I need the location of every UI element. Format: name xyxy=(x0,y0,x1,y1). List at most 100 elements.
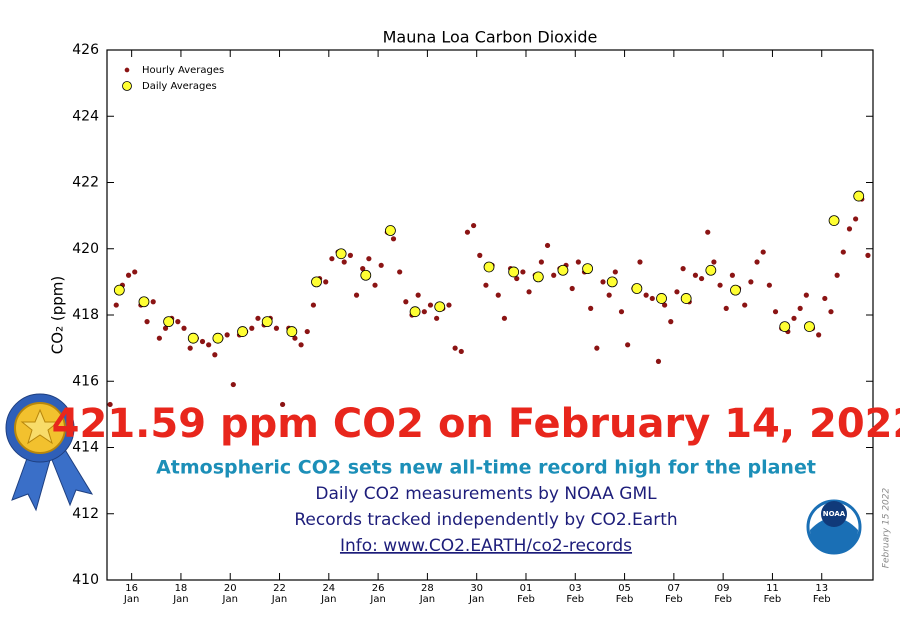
hourly-point xyxy=(791,315,797,321)
hourly-point xyxy=(397,269,403,275)
daily-point xyxy=(187,332,199,344)
hourly-point xyxy=(199,338,206,345)
hourly-point xyxy=(360,266,366,272)
hourly-point xyxy=(280,401,286,408)
hourly-point xyxy=(125,272,132,278)
x-tick-label: 26 Jan xyxy=(369,583,385,605)
daily-point xyxy=(113,284,125,296)
hourly-point xyxy=(323,279,329,285)
hourly-point xyxy=(132,269,138,275)
subheadline: Atmospheric CO2 sets new all-time record… xyxy=(156,457,816,479)
hourly-point xyxy=(606,292,612,298)
hourly-point xyxy=(865,252,871,258)
hourly-point xyxy=(717,282,723,288)
hourly-point xyxy=(390,236,397,242)
hourly-point xyxy=(181,325,187,331)
hourly-point xyxy=(637,259,643,265)
noaa-logo: NOAA xyxy=(806,499,862,555)
hourly-point xyxy=(674,289,680,295)
hourly-point xyxy=(551,272,557,278)
hourly-point xyxy=(341,259,347,265)
daily-point xyxy=(212,332,224,344)
hourly-point xyxy=(612,269,618,275)
y-tick-label: 416 xyxy=(72,373,99,389)
hourly-point xyxy=(698,275,705,282)
headline: 421.59 ppm CO2 on February 14, 2022 xyxy=(52,401,900,447)
plot-frame xyxy=(106,49,874,581)
hourly-point xyxy=(711,259,717,265)
daily-point xyxy=(606,276,618,288)
daily-point xyxy=(508,266,520,278)
y-tick-label: 410 xyxy=(72,572,99,588)
hourly-point xyxy=(822,295,828,302)
daily-point xyxy=(532,271,544,283)
daily-point xyxy=(730,284,741,296)
hourly-point xyxy=(514,275,520,282)
hourly-point xyxy=(526,289,532,295)
side-note: February 15 2022 xyxy=(882,488,892,569)
hourly-point xyxy=(828,309,834,315)
x-tick-label: 05 Feb xyxy=(616,583,634,605)
hourly-point xyxy=(569,285,575,292)
x-tick-label: 22 Jan xyxy=(271,583,287,605)
hourly-point xyxy=(729,272,735,278)
hourly-point xyxy=(206,342,212,348)
y-tick-label: 420 xyxy=(72,241,99,257)
x-tick-label: 03 Feb xyxy=(566,583,584,605)
hourly-point xyxy=(649,295,655,302)
daily-point xyxy=(237,326,248,337)
legend-marker xyxy=(122,81,132,91)
daily-point xyxy=(163,316,175,328)
hourly-point xyxy=(273,325,280,331)
hourly-point xyxy=(544,242,551,249)
hourly-point xyxy=(840,249,846,255)
hourly-point xyxy=(175,319,181,325)
hourly-point xyxy=(452,345,458,351)
hourly-point xyxy=(520,269,526,275)
hourly-point xyxy=(853,216,859,222)
hourly-point xyxy=(655,358,662,364)
hourly-point xyxy=(834,272,840,278)
medal-icon xyxy=(5,393,94,512)
legend-label: Daily Averages xyxy=(142,81,217,92)
info-line: Daily CO2 measurements by NOAA GML xyxy=(315,484,657,504)
hourly-point xyxy=(372,282,378,288)
hourly-point xyxy=(594,345,600,351)
hourly-point xyxy=(434,315,440,321)
hourly-point xyxy=(310,302,317,308)
hourly-point xyxy=(298,342,304,348)
daily-point xyxy=(138,296,150,308)
y-tick-label: 414 xyxy=(72,440,99,456)
hourly-point xyxy=(224,332,230,338)
hourly-point xyxy=(538,259,544,265)
x-tick-label: 11 Feb xyxy=(764,583,782,605)
y-axis-label: CO₂ (ppm) xyxy=(49,276,67,354)
daily-point xyxy=(804,321,815,332)
logo-text: NOAA xyxy=(823,510,846,518)
y-tick-label: 422 xyxy=(72,175,99,191)
daily-point xyxy=(705,264,717,276)
x-tick-label: 07 Feb xyxy=(665,583,683,605)
info-line: Records tracked independently by CO2.Ear… xyxy=(294,510,677,530)
hourly-point xyxy=(588,305,594,311)
daily-point xyxy=(261,316,273,328)
hourly-point xyxy=(748,279,754,285)
hourly-point xyxy=(742,302,748,308)
hourly-point xyxy=(150,299,156,305)
hourly-point xyxy=(680,266,686,272)
x-tick-label: 28 Jan xyxy=(419,583,435,605)
daily-point xyxy=(557,264,569,276)
hourly-point xyxy=(378,262,384,268)
daily-point xyxy=(286,326,298,337)
plot: 410 412 414 416 418 420 422 424 426 16 Jan 18 Jan 20 J… xyxy=(72,42,873,605)
hourly-point xyxy=(427,302,434,308)
x-tick-label: 20 Jan xyxy=(222,583,238,605)
daily-point xyxy=(656,293,667,304)
chart-title: Mauna Loa Carbon Dioxide xyxy=(383,28,598,47)
hourly-point xyxy=(162,325,169,331)
hourly-point xyxy=(625,342,631,348)
hourly-point xyxy=(575,259,581,265)
info-link[interactable]: Info: www.CO2.EARTH/co2-records xyxy=(340,536,632,556)
hourly-point xyxy=(483,282,489,288)
